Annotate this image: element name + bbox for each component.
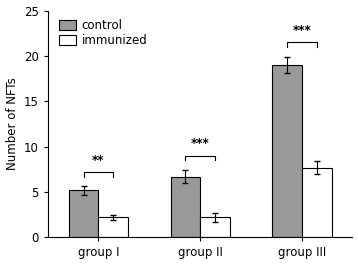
Bar bbox=[200, 218, 230, 237]
Bar bbox=[272, 65, 302, 237]
Bar bbox=[69, 190, 98, 237]
Bar bbox=[98, 218, 128, 237]
Text: ***: *** bbox=[191, 137, 209, 150]
Bar bbox=[171, 176, 200, 237]
Text: ***: *** bbox=[293, 24, 311, 37]
Text: **: ** bbox=[92, 154, 105, 167]
Y-axis label: Number of NFTs: Number of NFTs bbox=[6, 78, 19, 170]
Bar bbox=[302, 167, 332, 237]
Legend: control, immunized: control, immunized bbox=[57, 16, 150, 50]
